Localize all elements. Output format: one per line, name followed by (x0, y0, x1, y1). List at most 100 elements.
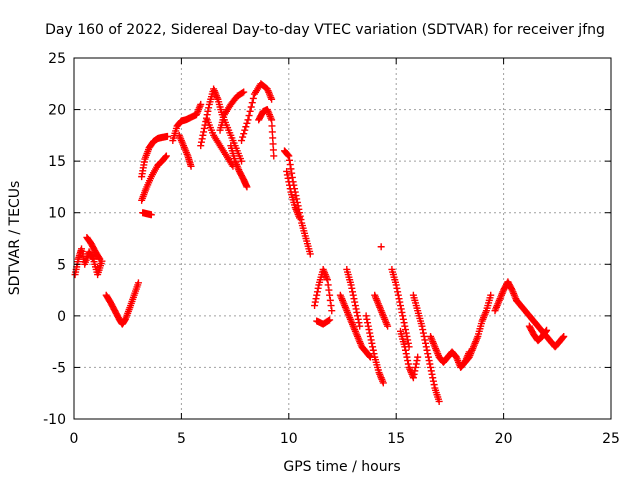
x-tick-label: 5 (177, 431, 186, 447)
data-point (421, 336, 429, 344)
data-point (401, 322, 409, 330)
data-point (402, 346, 410, 354)
data-point (366, 329, 374, 337)
data-point (399, 315, 407, 323)
data-point (240, 130, 248, 138)
data-point (365, 326, 373, 334)
data-point (238, 157, 246, 165)
data-point (242, 123, 250, 131)
data-point (314, 284, 322, 292)
data-point (393, 284, 401, 292)
data-point (95, 254, 103, 262)
data-point (354, 312, 362, 320)
data-point (348, 284, 356, 292)
x-axis-label: GPS time / hours (283, 459, 400, 475)
data-point (349, 291, 357, 299)
data-point (418, 322, 426, 330)
data-point (422, 343, 430, 351)
data-point (350, 295, 358, 303)
data-point (199, 131, 207, 139)
y-tick-label: 25 (48, 51, 66, 67)
y-tick-label: 0 (57, 309, 66, 325)
data-point (411, 367, 419, 375)
y-tick-label: -5 (52, 360, 66, 376)
data-point (369, 343, 377, 351)
data-point (270, 152, 278, 160)
data-point (326, 316, 334, 324)
data-point (162, 152, 170, 160)
data-point (240, 88, 248, 96)
data-point (560, 332, 568, 340)
data-point (559, 333, 567, 341)
data-point (368, 339, 376, 347)
data-point (243, 183, 251, 191)
data-point (269, 146, 277, 154)
data-point (487, 291, 495, 299)
data-point (200, 128, 208, 136)
data-point (197, 100, 205, 108)
data-point (247, 103, 255, 111)
data-point (397, 305, 405, 313)
data-points (71, 80, 568, 405)
data-point (430, 381, 438, 389)
y-tick-label: 15 (48, 154, 66, 170)
data-point (349, 288, 357, 296)
data-point (347, 281, 355, 289)
data-point (366, 352, 374, 360)
data-point (403, 353, 411, 361)
data-point (89, 254, 97, 262)
data-point (162, 153, 170, 161)
data-point (288, 173, 296, 181)
data-point (244, 116, 252, 124)
data-point (147, 211, 155, 219)
chart-title: Day 160 of 2022, Sidereal Day-to-day VTE… (45, 22, 605, 38)
data-point (392, 281, 400, 289)
data-point (313, 288, 321, 296)
data-point (283, 167, 291, 175)
data-point (241, 126, 249, 134)
data-point (306, 250, 314, 258)
data-point (364, 319, 372, 327)
data-point (353, 308, 361, 316)
x-tick-label: 25 (602, 431, 620, 447)
data-point (424, 353, 432, 361)
data-point (402, 326, 410, 334)
data-point (425, 357, 433, 365)
x-axis-ticks: 0 5 10 15 20 25 (70, 58, 620, 447)
data-point (426, 360, 434, 368)
data-point (268, 116, 276, 124)
data-point (377, 243, 385, 251)
data-point (396, 302, 404, 310)
data-point (248, 99, 256, 107)
data-point (398, 308, 406, 316)
data-point (404, 336, 412, 344)
data-point (204, 107, 212, 115)
data-point (402, 329, 410, 337)
data-point (400, 319, 408, 327)
data-point (429, 374, 437, 382)
data-point (422, 339, 430, 347)
data-point (325, 286, 333, 294)
data-point (292, 192, 300, 200)
y-tick-label: 5 (57, 257, 66, 273)
x-tick-label: 0 (70, 431, 79, 447)
data-point (427, 367, 435, 375)
data-point (409, 374, 417, 382)
data-point (367, 336, 375, 344)
data-point (402, 350, 410, 358)
data-point (286, 156, 294, 164)
data-point (285, 178, 293, 186)
data-point (163, 132, 171, 140)
data-point (269, 140, 277, 148)
data-point (542, 327, 550, 335)
data-point (394, 291, 402, 299)
y-tick-label: 20 (48, 103, 66, 119)
data-point (96, 255, 104, 263)
data-point (249, 94, 257, 102)
x-tick-label: 20 (495, 431, 513, 447)
data-point (328, 307, 336, 315)
data-point (419, 326, 427, 334)
data-point (268, 122, 276, 130)
data-point (379, 379, 387, 387)
